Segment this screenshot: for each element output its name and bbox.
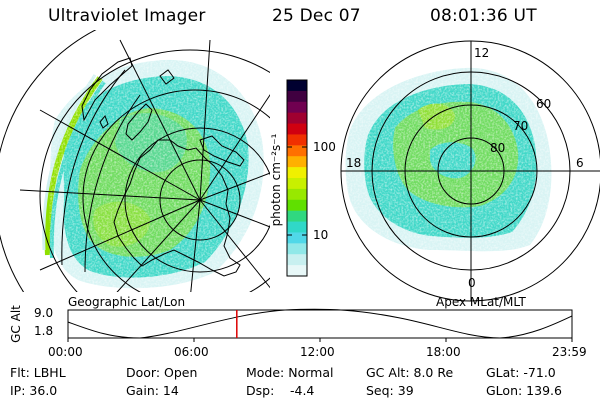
colorbar-segment (287, 80, 307, 92)
aurora-image-right (345, 67, 552, 252)
altitude-xticks (67, 338, 573, 342)
gain-info: Gain: 14 (126, 383, 179, 398)
altitude-ytick-high: 9.0 (34, 306, 54, 320)
mlt-label-6: 6 (576, 156, 584, 170)
geographic-image-panel (0, 30, 270, 292)
seq-info: Seq: 39 (366, 383, 414, 398)
gc-alt-info: GC Alt: 8.0 Re (366, 365, 454, 380)
colorbar-segment (287, 134, 307, 146)
time-label: 08:01:36 UT (430, 6, 537, 26)
mlat-label-80: 80 (490, 141, 506, 155)
colorbar-segment (287, 199, 307, 212)
colorbar-segment (287, 188, 307, 201)
colorbar-segment (287, 156, 307, 168)
colorbar-segment (287, 232, 307, 244)
apex-mlat-mlt-panel (340, 40, 600, 302)
colorbar-segment (287, 254, 307, 266)
mlt-label-0: 0 (468, 276, 476, 290)
altitude-ylabel: GC Alt (9, 305, 23, 343)
geographic-caption: Geographic Lat/Lon (68, 295, 186, 309)
altitude-xtick-2359: 23:59 (552, 345, 587, 359)
door-info: Door: Open (126, 365, 198, 380)
filter-info: Flt: LBHL (10, 365, 66, 380)
coastlines (81, 57, 245, 277)
colorbar-segment (287, 145, 307, 157)
altitude-plot (67, 308, 573, 342)
colorbar-frame (286, 79, 308, 277)
mlt-label-18: 18 (346, 156, 362, 170)
colorbar-segment (287, 221, 307, 234)
colorbar-segment (287, 167, 307, 179)
longitude-lines (19, 39, 270, 292)
colorbar (287, 80, 307, 277)
glat-info: GLat: -71.0 (486, 365, 556, 380)
mlt-axes (341, 41, 600, 301)
mlat-label-60: 60 (536, 97, 552, 111)
colorbar-segment (287, 123, 307, 136)
colorbar-segment (287, 90, 307, 103)
dsp-info-value: -4.4 (290, 383, 315, 398)
date-label: 25 Dec 07 (272, 6, 361, 26)
instrument-title: Ultraviolet Imager (48, 6, 206, 26)
glon-info: GLon: 139.6 (486, 383, 562, 398)
altitude-xtick-1800: 18:00 (426, 345, 461, 359)
colorbar-unit-label: photon cm⁻²s⁻¹ (269, 133, 283, 227)
mode-info: Mode: Normal (246, 365, 334, 380)
colorbar-segment (287, 265, 307, 277)
altitude-xtick-0000: 00:00 (48, 345, 83, 359)
mlt-label-12: 12 (474, 46, 490, 60)
colorbar-tick-10: 10 (313, 228, 329, 242)
latitude-circles (0, 30, 270, 292)
colorbar-segment (287, 101, 307, 114)
aurora-image-left (42, 59, 264, 289)
colorbar-segment (287, 112, 307, 125)
colorbar-segment (287, 243, 307, 255)
altitude-xtick-0600: 06:00 (174, 345, 209, 359)
colorbar-segment (287, 178, 307, 190)
ip-info: IP: 36.0 (10, 383, 58, 398)
apex-caption: Apex MLat/MLT (436, 295, 526, 309)
colorbar-segment (287, 210, 307, 223)
colorbar-tick-100: 100 (313, 140, 336, 154)
mlat-label-70: 70 (513, 119, 529, 133)
altitude-ytick-low: 1.8 (34, 324, 54, 338)
altitude-xtick-1200: 12:00 (300, 345, 335, 359)
dsp-info-label: Dsp: (246, 383, 275, 398)
